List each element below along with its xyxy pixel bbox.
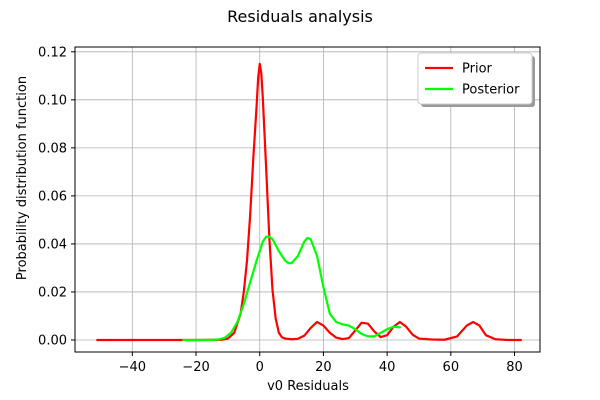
y-tick-label: 0.02 <box>38 285 67 300</box>
x-tick-label: 60 <box>443 360 460 375</box>
plot-lines <box>96 62 522 342</box>
legend: Prior Posterior <box>417 52 535 107</box>
x-tick-label: 0 <box>256 360 264 375</box>
series-line-prior <box>96 62 522 342</box>
y-tick-label: 0.08 <box>38 141 67 156</box>
x-tick-label: −40 <box>119 360 146 375</box>
y-tick-label: 0.04 <box>38 237 67 252</box>
x-tick-label: 80 <box>506 360 523 375</box>
legend-label-posterior: Posterior <box>462 83 520 98</box>
y-axis-label: Probability distribution function <box>15 76 30 280</box>
series-line-posterior <box>182 235 401 342</box>
chart-title: Residuals analysis <box>227 7 373 26</box>
legend-label-prior: Prior <box>462 62 493 77</box>
x-axis-label: v0 Residuals <box>267 379 349 394</box>
plot-frame <box>74 46 541 353</box>
axes: −40 −20 0 20 40 60 80 0.00 0.02 0.04 0.06 0.08 0.10 0… <box>38 45 541 375</box>
y-tick-label: 0.00 <box>38 333 67 348</box>
legend-box <box>417 52 533 105</box>
y-tick-label: 0.10 <box>38 93 67 108</box>
y-tick-label: 0.12 <box>38 45 67 60</box>
x-tick-label: 40 <box>379 360 396 375</box>
x-tick-label: 20 <box>315 360 332 375</box>
y-tick-label: 0.06 <box>38 189 67 204</box>
x-tick-label: −20 <box>182 360 209 375</box>
